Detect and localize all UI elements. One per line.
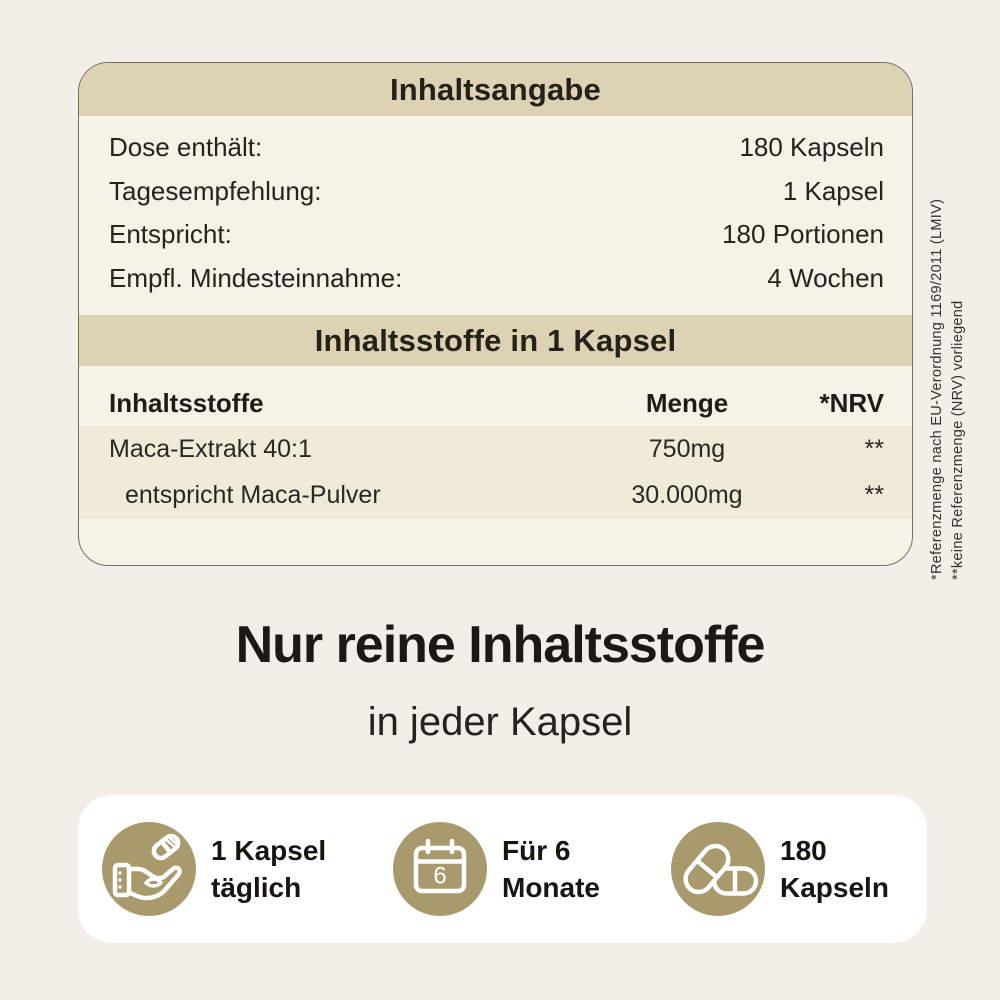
table-row: entspricht Maca-Pulver 30.000mg ** — [79, 473, 912, 520]
column-header-name: Inhaltsstoffe — [109, 387, 264, 418]
capsules-icon — [671, 822, 765, 916]
table-row: Maca-Extrakt 40:1 750mg ** — [79, 426, 912, 473]
features-card: 1 Kapsel täglich 6 Für 6 Monate — [78, 795, 927, 943]
feature-daily-dose: 1 Kapsel täglich — [102, 822, 326, 916]
ingredient-amount: 750mg — [648, 434, 726, 463]
card-title: Inhaltsangabe — [389, 71, 602, 107]
section-title: Inhaltsstoffe in 1 Kapsel — [314, 322, 677, 358]
footnote-no-nrv: **keine Referenzmenge (NRV) vorliegend — [950, 300, 966, 580]
feature-duration: 6 Für 6 Monate — [393, 822, 600, 916]
feature-label: 1 Kapsel täglich — [211, 835, 327, 903]
info-row: Entspricht: 180 Portionen — [109, 213, 884, 257]
ingredient-name: Maca-Extrakt 40:1 — [109, 434, 312, 463]
supplement-facts-card: Inhaltsangabe Dose enthält: 180 Kapseln … — [78, 62, 913, 566]
feature-label: 180 Kapseln — [780, 835, 889, 903]
calendar-icon: 6 — [393, 822, 487, 916]
info-row-value: 1 Kapsel — [782, 175, 884, 206]
info-row-label: Empfl. Mindesteinnahme: — [109, 262, 403, 293]
feature-capsule-count: 180 Kapseln — [671, 822, 889, 916]
info-row-label: Entspricht: — [109, 219, 232, 250]
card-title-band: Inhaltsangabe — [79, 63, 912, 116]
info-row: Tagesempfehlung: 1 Kapsel — [109, 170, 884, 214]
info-row-label: Tagesempfehlung: — [109, 175, 322, 206]
section-title-band: Inhaltsstoffe in 1 Kapsel — [79, 315, 912, 366]
column-header-amount: Menge — [645, 387, 729, 418]
info-row-value: 180 Portionen — [722, 219, 884, 250]
ingredient-amount: 30.000mg — [631, 481, 743, 510]
footnote-reference: *Referenzmenge nach EU-Verordnung 1169/2… — [929, 198, 945, 580]
info-row-label: Dose enthält: — [109, 132, 263, 163]
ingredient-nrv: ** — [864, 481, 884, 510]
column-header-nrv: *NRV — [819, 387, 884, 418]
subheadline: in jeder Kapsel — [367, 700, 633, 744]
feature-label: Für 6 Monate — [502, 835, 600, 903]
ingredient-nrv: ** — [864, 434, 884, 463]
info-row-value: 4 Wochen — [767, 262, 884, 293]
dose-info-rows: Dose enthält: 180 Kapseln Tagesempfehlun… — [109, 126, 884, 300]
hand-capsule-icon — [102, 822, 196, 916]
calendar-number: 6 — [433, 863, 446, 890]
ingredients-table-body: Maca-Extrakt 40:1 750mg ** entspricht Ma… — [79, 426, 912, 519]
footnotes-vertical: *Referenzmenge nach EU-Verordnung 1169/2… — [927, 135, 969, 580]
headline: Nur reine Inhaltsstoffe — [235, 616, 766, 674]
info-row: Dose enthält: 180 Kapseln — [109, 126, 884, 170]
ingredients-table-header: Inhaltsstoffe Menge *NRV — [109, 381, 884, 425]
ingredient-name: entspricht Maca-Pulver — [125, 481, 381, 510]
info-row-value: 180 Kapseln — [739, 132, 884, 163]
info-row: Empfl. Mindesteinnahme: 4 Wochen — [109, 257, 884, 301]
